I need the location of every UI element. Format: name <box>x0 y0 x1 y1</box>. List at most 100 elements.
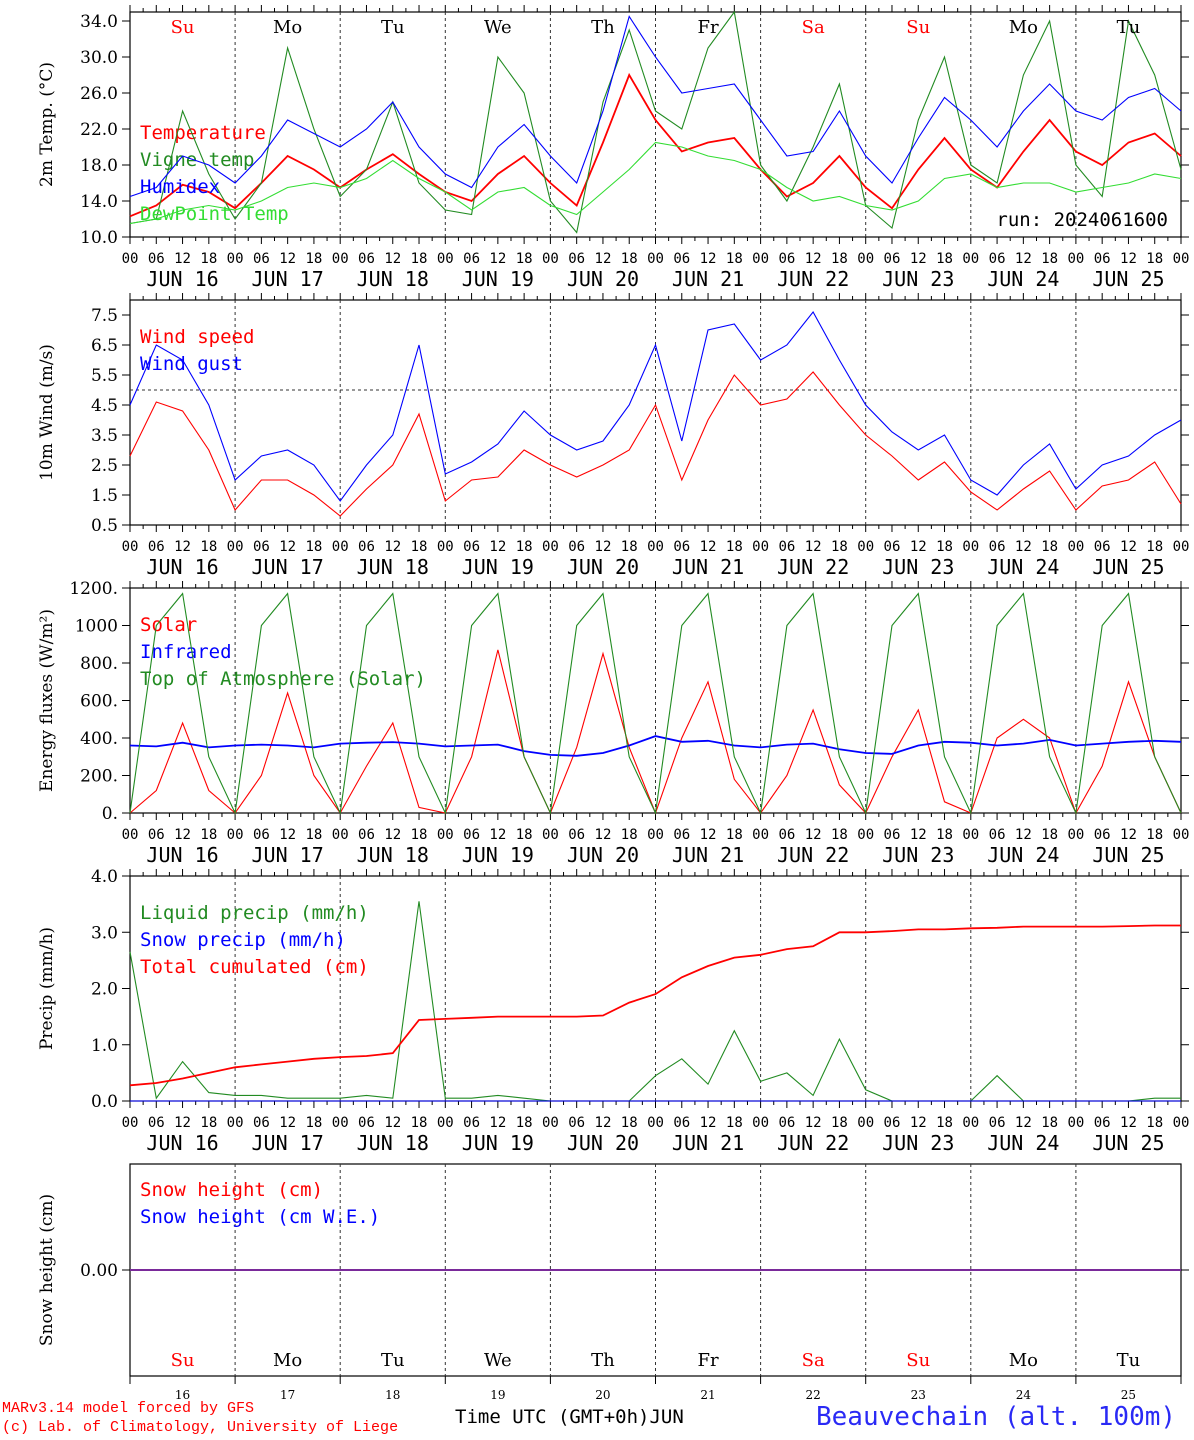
hour-label: 18 <box>621 251 638 267</box>
hour-label: 00 <box>437 1115 454 1131</box>
hour-label: 18 <box>305 827 322 843</box>
hour-label: 06 <box>884 1115 901 1131</box>
hour-label: 12 <box>910 539 927 555</box>
month-label: JUN <box>649 1406 684 1428</box>
hour-label: 12 <box>805 1115 822 1131</box>
y-axis-label: Precip (mm/h) <box>37 927 57 1050</box>
weekday-label: Su <box>171 1350 195 1371</box>
y-tick-label: 1.0 <box>91 1036 118 1056</box>
y-axis-label: 10m Wind (m/s) <box>37 344 57 481</box>
hour-label: 06 <box>253 251 270 267</box>
hour-label: 06 <box>989 251 1006 267</box>
weekday-label: Tu <box>1117 1350 1141 1371</box>
hour-label: 18 <box>516 539 533 555</box>
hour-label: 00 <box>1067 827 1084 843</box>
hour-label: 12 <box>805 827 822 843</box>
hour-label: 00 <box>962 827 979 843</box>
legend-entry: Temperature <box>140 122 266 144</box>
legend-entry: Snow height (cm) <box>140 1179 323 1201</box>
hour-label: 00 <box>1067 539 1084 555</box>
series-line-3 <box>129 15 1182 198</box>
y-tick-label: 2.5 <box>91 456 118 476</box>
y-tick-label: 1200. <box>69 579 118 599</box>
hour-label: 12 <box>805 539 822 555</box>
hour-label: 12 <box>489 251 506 267</box>
y-tick-label: 1.5 <box>91 486 118 506</box>
weekday-label: Sa <box>802 17 825 38</box>
date-label: JUN 21 <box>672 267 744 291</box>
weekday-label: Sa <box>802 1350 825 1371</box>
series-line-1 <box>129 901 1181 1102</box>
date-label: JUN 23 <box>882 267 954 291</box>
hour-label: 12 <box>174 827 191 843</box>
hour-label: 12 <box>174 539 191 555</box>
y-tick-label: 600. <box>80 692 118 712</box>
weekday-label: Tu <box>381 1350 405 1371</box>
hour-label: 00 <box>752 827 769 843</box>
day-number-label: 19 <box>490 1388 505 1402</box>
hour-label: 12 <box>595 539 612 555</box>
hour-label: 12 <box>384 251 401 267</box>
hour-label: 18 <box>516 827 533 843</box>
date-label: JUN 17 <box>252 267 324 291</box>
y-tick-label: 14.0 <box>80 192 118 212</box>
day-number-label: 25 <box>1121 1388 1136 1402</box>
weekday-label: Mo <box>273 17 302 38</box>
y-tick-label: 7.5 <box>91 306 118 326</box>
hour-label: 00 <box>647 827 664 843</box>
credit-line-2: (c) Lab. of Climatology, University of L… <box>2 1419 399 1436</box>
hour-label: 18 <box>831 539 848 555</box>
date-label: JUN 19 <box>462 1131 534 1155</box>
hour-label: 06 <box>253 827 270 843</box>
y-tick-label: 4.0 <box>91 867 118 887</box>
day-number-label: 16 <box>175 1388 190 1402</box>
hour-label: 18 <box>1146 539 1163 555</box>
hour-label: 06 <box>568 1115 585 1131</box>
hour-label: 06 <box>778 251 795 267</box>
panel-1: 10.0 14.0 18.0 22.0 26.0 30.0 34.0 2m Temp. (°C… <box>37 5 1189 291</box>
hour-label: 06 <box>148 827 165 843</box>
legend-entry: Solar <box>140 614 197 636</box>
hour-label: 06 <box>148 251 165 267</box>
y-tick-label: 5.5 <box>91 366 118 386</box>
hour-label: 18 <box>305 251 322 267</box>
date-label: JUN 16 <box>146 267 218 291</box>
legend-entry: Snow height (cm W.E.) <box>140 1206 380 1228</box>
weekday-label: Mo <box>1009 1350 1038 1371</box>
series-line-3 <box>129 924 1181 1087</box>
hour-label: 06 <box>358 539 375 555</box>
date-label: JUN 23 <box>882 1131 954 1155</box>
hour-label: 06 <box>148 1115 165 1131</box>
hour-label: 18 <box>936 827 953 843</box>
hour-label: 12 <box>1015 539 1032 555</box>
hour-label: 12 <box>1120 539 1137 555</box>
hour-label: 06 <box>463 1115 480 1131</box>
hour-label: 18 <box>936 539 953 555</box>
hour-label: 00 <box>227 539 244 555</box>
hour-label: 00 <box>437 827 454 843</box>
plot-frame <box>129 299 1182 526</box>
hour-label: 00 <box>752 539 769 555</box>
date-label: JUN 21 <box>672 843 744 867</box>
series-line-4 <box>129 141 1182 225</box>
panel-3: 0. 200. 400. 600. 800. 1000 1200. Energy fluxes… <box>37 579 1189 867</box>
weekday-label: Mo <box>1009 17 1038 38</box>
hour-label: 18 <box>516 251 533 267</box>
hour-label: 12 <box>174 251 191 267</box>
y-tick-label: 22.0 <box>80 120 118 140</box>
series-line-1 <box>129 371 1182 517</box>
date-label: JUN 24 <box>987 267 1059 291</box>
date-label: JUN 18 <box>357 555 429 579</box>
hour-label: 06 <box>989 539 1006 555</box>
day-number-label: 21 <box>700 1388 715 1402</box>
hour-label: 06 <box>253 1115 270 1131</box>
hour-label: 00 <box>332 1115 349 1131</box>
hour-label: 12 <box>1015 1115 1032 1131</box>
hour-label: 12 <box>910 827 927 843</box>
hour-label: 00 <box>752 1115 769 1131</box>
time-axis-label: Time UTC (GMT+0h) <box>455 1406 650 1428</box>
hour-label: 06 <box>989 827 1006 843</box>
hour-label: 06 <box>1094 539 1111 555</box>
hour-label: 00 <box>647 251 664 267</box>
legend-entry: Infrared <box>140 641 232 663</box>
